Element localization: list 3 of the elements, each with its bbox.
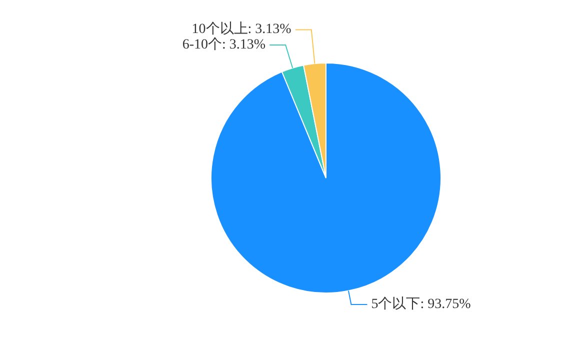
slice-label: 6-10个: 3.13% [182, 36, 266, 53]
slice-label: 5个以下: 93.75% [371, 296, 472, 312]
slice-label: 10个以上: 3.13% [192, 21, 292, 38]
